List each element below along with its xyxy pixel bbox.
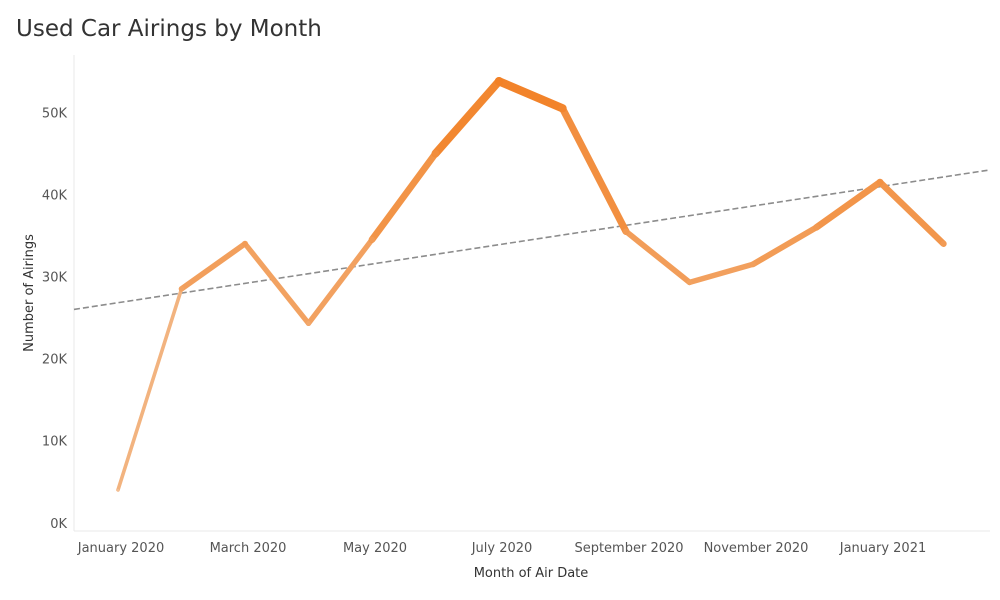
x-tick-label: May 2020: [343, 541, 407, 556]
data-point[interactable]: [117, 488, 119, 491]
data-point[interactable]: [750, 261, 756, 268]
data-point[interactable]: [306, 321, 311, 326]
line-segment: [750, 224, 820, 268]
data-point[interactable]: [178, 286, 185, 292]
y-tick-label: 50K: [42, 106, 68, 121]
x-tick-label: January 2021: [839, 541, 927, 556]
x-tick-label: September 2020: [574, 541, 683, 556]
x-tick-label: March 2020: [210, 541, 287, 556]
data-point[interactable]: [369, 236, 375, 243]
line-segment: [305, 236, 375, 327]
data-point[interactable]: [431, 149, 440, 158]
data-point[interactable]: [622, 228, 630, 235]
data-point[interactable]: [558, 104, 567, 113]
line-segment: [242, 241, 312, 327]
x-tick-label: November 2020: [704, 541, 809, 556]
line-segment: [116, 287, 184, 492]
data-point[interactable]: [813, 224, 820, 231]
data-point[interactable]: [242, 240, 248, 247]
data-point[interactable]: [876, 178, 884, 186]
y-tick-label: 30K: [42, 271, 68, 286]
y-tick-label: 0K: [50, 517, 67, 532]
line-segment: [178, 240, 248, 292]
y-tick-label: 40K: [42, 189, 68, 204]
y-tick-label: 20K: [42, 353, 68, 368]
line-segment: [431, 77, 503, 158]
line-segment: [558, 104, 630, 235]
data-point[interactable]: [686, 279, 693, 285]
y-tick-label: 10K: [42, 435, 68, 450]
line-segment: [368, 150, 439, 243]
data-point[interactable]: [494, 77, 504, 86]
line-segment: [494, 77, 567, 113]
line-segment: [686, 261, 756, 286]
data-point[interactable]: [940, 240, 947, 247]
line-segment: [813, 178, 884, 231]
x-tick-label: July 2020: [471, 541, 533, 556]
line-segment: [876, 179, 947, 247]
chart-title: Used Car Airings by Month: [16, 16, 322, 42]
trend-line: [73, 169, 991, 311]
y-axis-title: Number of Airings: [22, 234, 37, 352]
x-axis-title: Month of Air Date: [474, 566, 589, 581]
x-tick-label: January 2020: [77, 541, 165, 556]
line-segment: [623, 228, 693, 286]
